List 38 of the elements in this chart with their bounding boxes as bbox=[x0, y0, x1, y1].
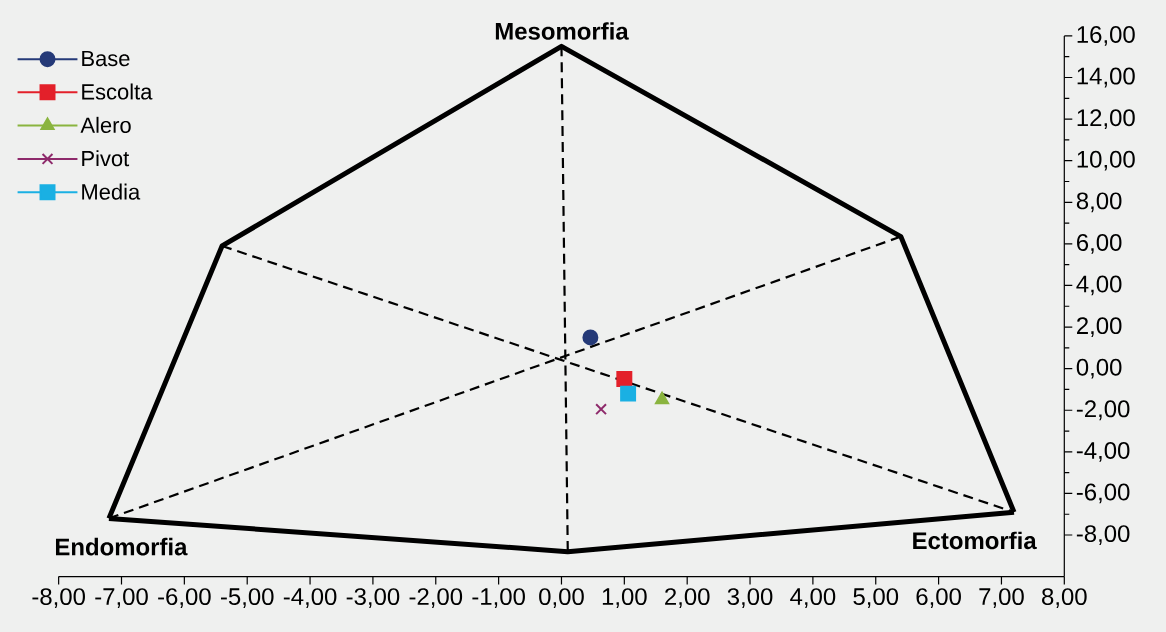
x-tick-label: -1,00 bbox=[472, 587, 525, 608]
annotation: Endomorfia bbox=[55, 537, 188, 556]
x-tick-label: 7,00 bbox=[979, 587, 1024, 608]
x-tick-label: -2,00 bbox=[409, 587, 463, 608]
x-tick-label: 4,00 bbox=[790, 587, 836, 608]
x-tick-label: -7,00 bbox=[95, 587, 148, 608]
legend-label: Media bbox=[82, 183, 141, 200]
y-tick-label: -4,00 bbox=[1076, 441, 1130, 462]
y-tick-label: 8,00 bbox=[1076, 192, 1122, 212]
x-tick-label: -5,00 bbox=[220, 587, 274, 608]
x-tick-label: 0,00 bbox=[539, 587, 584, 608]
x-tick-label: 6,00 bbox=[916, 587, 961, 608]
y-tick-label: 0,00 bbox=[1076, 358, 1122, 379]
y-tick-label: 4,00 bbox=[1076, 275, 1122, 296]
x-tick-label: 2,00 bbox=[665, 587, 710, 608]
annotation: Ectomorfia bbox=[913, 531, 1037, 549]
x-tick-label: 5,00 bbox=[853, 587, 899, 608]
x-tick-label: 1,00 bbox=[602, 587, 647, 608]
y-tick-label: 12,00 bbox=[1077, 108, 1135, 129]
y-tick-label: 10,00 bbox=[1077, 150, 1135, 171]
y-tick-label: -8,00 bbox=[1076, 524, 1130, 545]
legend-label: Alero bbox=[80, 116, 131, 133]
legend-label: Base bbox=[82, 50, 130, 66]
x-tick-label: -4,00 bbox=[283, 587, 337, 608]
x-tick-label: -8,00 bbox=[32, 587, 85, 608]
y-tick-label: -6,00 bbox=[1076, 483, 1130, 504]
y-tick-label: 16,00 bbox=[1077, 25, 1135, 46]
x-tick-label: -6,00 bbox=[158, 587, 211, 608]
y-tick-label: 14,00 bbox=[1077, 67, 1135, 88]
y-tick-label: -2,00 bbox=[1076, 400, 1130, 420]
legend-label: Escolta bbox=[82, 83, 153, 100]
legend-label: Pivot bbox=[82, 149, 130, 167]
x-tick-label: 8,00 bbox=[1042, 587, 1087, 608]
y-tick-label: 6,00 bbox=[1077, 233, 1122, 254]
x-tick-label: -3,00 bbox=[346, 587, 400, 608]
x-tick-label: 3,00 bbox=[727, 587, 773, 608]
annotation: Mesomorfia bbox=[495, 21, 629, 40]
y-tick-label: 2,00 bbox=[1077, 316, 1122, 337]
